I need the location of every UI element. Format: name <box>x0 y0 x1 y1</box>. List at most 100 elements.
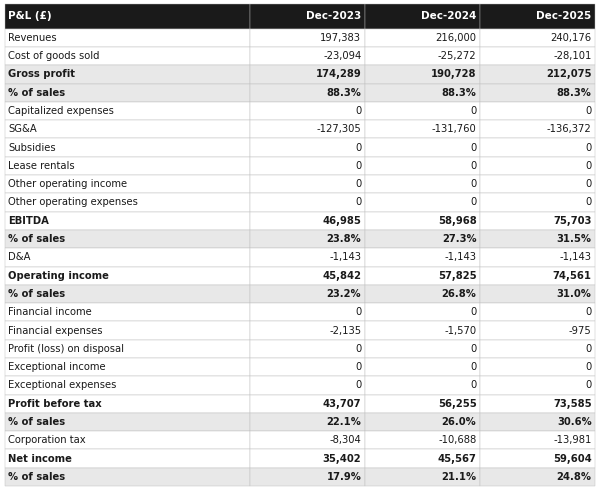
Bar <box>365 194 480 212</box>
Text: -131,760: -131,760 <box>432 124 476 134</box>
Text: % of sales: % of sales <box>8 289 65 299</box>
Bar <box>250 47 365 65</box>
Text: 0: 0 <box>586 179 592 189</box>
Bar <box>480 449 595 468</box>
Bar <box>250 230 365 248</box>
Bar <box>250 431 365 449</box>
Text: 75,703: 75,703 <box>553 216 592 226</box>
Text: 88.3%: 88.3% <box>557 88 592 98</box>
Text: 27.3%: 27.3% <box>442 234 476 244</box>
Bar <box>5 28 250 47</box>
Bar <box>250 449 365 468</box>
Bar <box>480 175 595 194</box>
Text: 30.6%: 30.6% <box>557 417 592 427</box>
Bar <box>5 157 250 175</box>
Bar <box>5 65 250 83</box>
Text: 0: 0 <box>586 344 592 354</box>
Bar <box>5 4 250 28</box>
Bar <box>480 138 595 157</box>
Bar <box>5 267 250 285</box>
Text: Other operating income: Other operating income <box>8 179 128 189</box>
Bar <box>480 267 595 285</box>
Bar <box>480 157 595 175</box>
Bar <box>250 394 365 413</box>
Text: Profit (loss) on disposal: Profit (loss) on disposal <box>8 344 124 354</box>
Text: % of sales: % of sales <box>8 417 65 427</box>
Bar <box>480 321 595 340</box>
Bar <box>365 83 480 102</box>
Text: 73,585: 73,585 <box>553 399 592 409</box>
Bar <box>365 285 480 303</box>
Text: Corporation tax: Corporation tax <box>8 435 86 445</box>
Text: -1,570: -1,570 <box>445 325 476 336</box>
Text: -1,143: -1,143 <box>329 252 361 262</box>
Text: -2,135: -2,135 <box>329 325 361 336</box>
Bar <box>480 340 595 358</box>
Text: 0: 0 <box>586 380 592 391</box>
Text: Lease rentals: Lease rentals <box>8 161 75 171</box>
Bar <box>365 321 480 340</box>
Bar <box>480 120 595 138</box>
Bar <box>5 230 250 248</box>
Text: Other operating expenses: Other operating expenses <box>8 197 138 207</box>
Text: 17.9%: 17.9% <box>326 472 361 482</box>
Text: 0: 0 <box>470 344 476 354</box>
Text: 0: 0 <box>586 161 592 171</box>
Bar <box>480 28 595 47</box>
Bar <box>5 431 250 449</box>
Bar <box>365 340 480 358</box>
Bar <box>250 120 365 138</box>
Bar <box>250 138 365 157</box>
Bar <box>5 194 250 212</box>
Bar <box>250 83 365 102</box>
Text: SG&A: SG&A <box>8 124 37 134</box>
Bar <box>365 138 480 157</box>
Text: 0: 0 <box>355 344 361 354</box>
Bar <box>365 175 480 194</box>
Text: 0: 0 <box>586 106 592 116</box>
Bar <box>250 102 365 120</box>
Text: 0: 0 <box>470 380 476 391</box>
Bar <box>250 194 365 212</box>
Bar <box>365 4 480 28</box>
Bar <box>5 285 250 303</box>
Bar <box>250 28 365 47</box>
Bar <box>480 431 595 449</box>
Bar <box>365 303 480 321</box>
Text: 26.0%: 26.0% <box>442 417 476 427</box>
Text: 56,255: 56,255 <box>438 399 476 409</box>
Text: 22.1%: 22.1% <box>326 417 361 427</box>
Text: -10,688: -10,688 <box>438 435 476 445</box>
Bar <box>365 102 480 120</box>
Text: Cost of goods sold: Cost of goods sold <box>8 51 100 61</box>
Bar <box>365 267 480 285</box>
Bar <box>365 431 480 449</box>
Bar <box>250 340 365 358</box>
Text: D&A: D&A <box>8 252 31 262</box>
Text: 212,075: 212,075 <box>546 70 592 79</box>
Text: Dec-2024: Dec-2024 <box>421 11 476 21</box>
Bar <box>5 120 250 138</box>
Bar <box>5 83 250 102</box>
Bar <box>365 449 480 468</box>
Bar <box>250 413 365 431</box>
Text: Financial income: Financial income <box>8 307 92 317</box>
Text: -975: -975 <box>569 325 592 336</box>
Text: 0: 0 <box>586 307 592 317</box>
Text: 23.8%: 23.8% <box>326 234 361 244</box>
Bar <box>365 376 480 394</box>
Bar <box>480 303 595 321</box>
Text: 35,402: 35,402 <box>323 454 361 464</box>
Text: -25,272: -25,272 <box>438 51 476 61</box>
Text: Exceptional income: Exceptional income <box>8 362 106 372</box>
Bar <box>480 468 595 486</box>
Text: P&L (£): P&L (£) <box>8 11 52 21</box>
Bar <box>250 468 365 486</box>
Bar <box>5 47 250 65</box>
Bar <box>365 157 480 175</box>
Text: -136,372: -136,372 <box>547 124 592 134</box>
Bar <box>5 358 250 376</box>
Text: Gross profit: Gross profit <box>8 70 76 79</box>
Text: 0: 0 <box>355 179 361 189</box>
Text: -8,304: -8,304 <box>329 435 361 445</box>
